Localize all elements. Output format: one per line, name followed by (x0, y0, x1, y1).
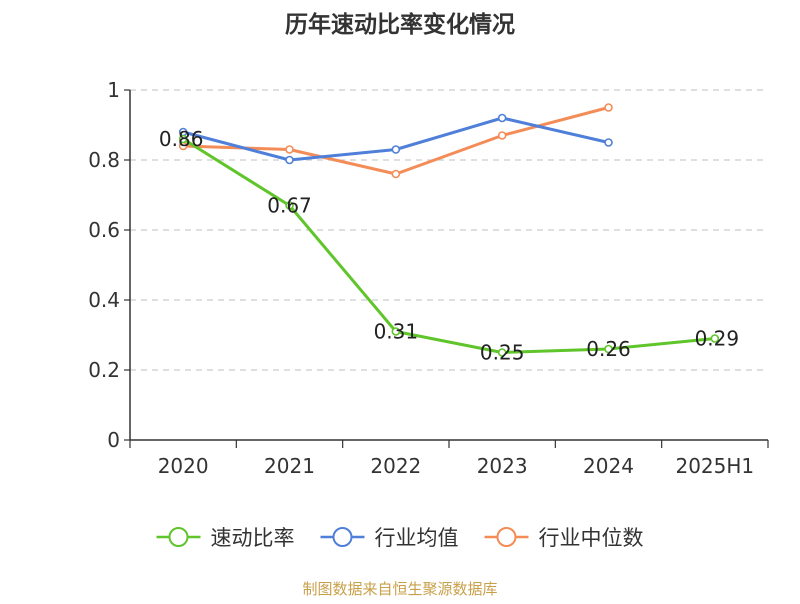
x-tick-label: 2025H1 (675, 454, 754, 478)
legend-item: 行业均值 (320, 526, 459, 550)
legend-marker (332, 527, 353, 547)
data-point (391, 145, 401, 154)
data-label: 0.31 (374, 320, 419, 344)
data-label: 0.29 (695, 327, 740, 351)
data-point (604, 344, 613, 354)
data-label: 0.25 (480, 341, 525, 365)
legend-item: 速动比率 (156, 526, 295, 550)
series-line (183, 106, 609, 176)
data-point (285, 145, 294, 154)
y-tick-label: 0.8 (88, 148, 120, 172)
data-point (391, 169, 401, 179)
data-point (178, 134, 188, 144)
legend-marker (496, 527, 517, 547)
data-point (285, 201, 294, 210)
series-line (182, 137, 715, 354)
data-point (497, 131, 507, 140)
data-label: 0.67 (267, 194, 312, 218)
data-point (391, 327, 401, 336)
y-tick-label: 0 (107, 428, 120, 452)
x-tick-label: 2022 (370, 454, 421, 478)
y-tick-label: 1 (107, 78, 120, 102)
series-lines (178, 103, 720, 357)
data-point (285, 155, 294, 165)
legend-marker (168, 527, 189, 547)
data-labels: 0.86 0.67 0.31 0.25 0.26 0.29 (159, 127, 739, 365)
y-tick-label: 0.2 (88, 358, 120, 382)
data-point (604, 138, 613, 147)
x-tick-label: 2024 (583, 454, 634, 478)
x-tick-label: 2020 (158, 454, 209, 478)
data-point (497, 113, 507, 123)
source-note: 制图数据来自恒生聚源数据库 (302, 580, 497, 598)
x-tick-label: 2023 (477, 454, 528, 478)
axes: 0 0.2 0.4 0.6 0.8 1 2020 2021 2022 2023 2024 2025H1 (88, 78, 769, 478)
legend-label: 速动比率 (211, 526, 295, 550)
grid-lines (130, 89, 768, 371)
data-point (497, 348, 507, 357)
chart-title: 历年速动比率变化情况 (285, 11, 515, 38)
x-tick-label: 2021 (264, 454, 315, 478)
data-point (710, 334, 720, 343)
legend-item: 行业中位数 (484, 526, 644, 550)
data-point (604, 103, 613, 112)
y-tick-label: 0.6 (88, 218, 120, 242)
legend-label: 行业均值 (375, 526, 459, 550)
data-label: 0.26 (586, 337, 631, 361)
legend: 速动比率 行业均值 行业中位数 (156, 526, 644, 550)
legend-label: 行业中位数 (539, 526, 644, 550)
data-label: 0.86 (159, 127, 204, 151)
y-tick-label: 0.4 (88, 288, 120, 312)
